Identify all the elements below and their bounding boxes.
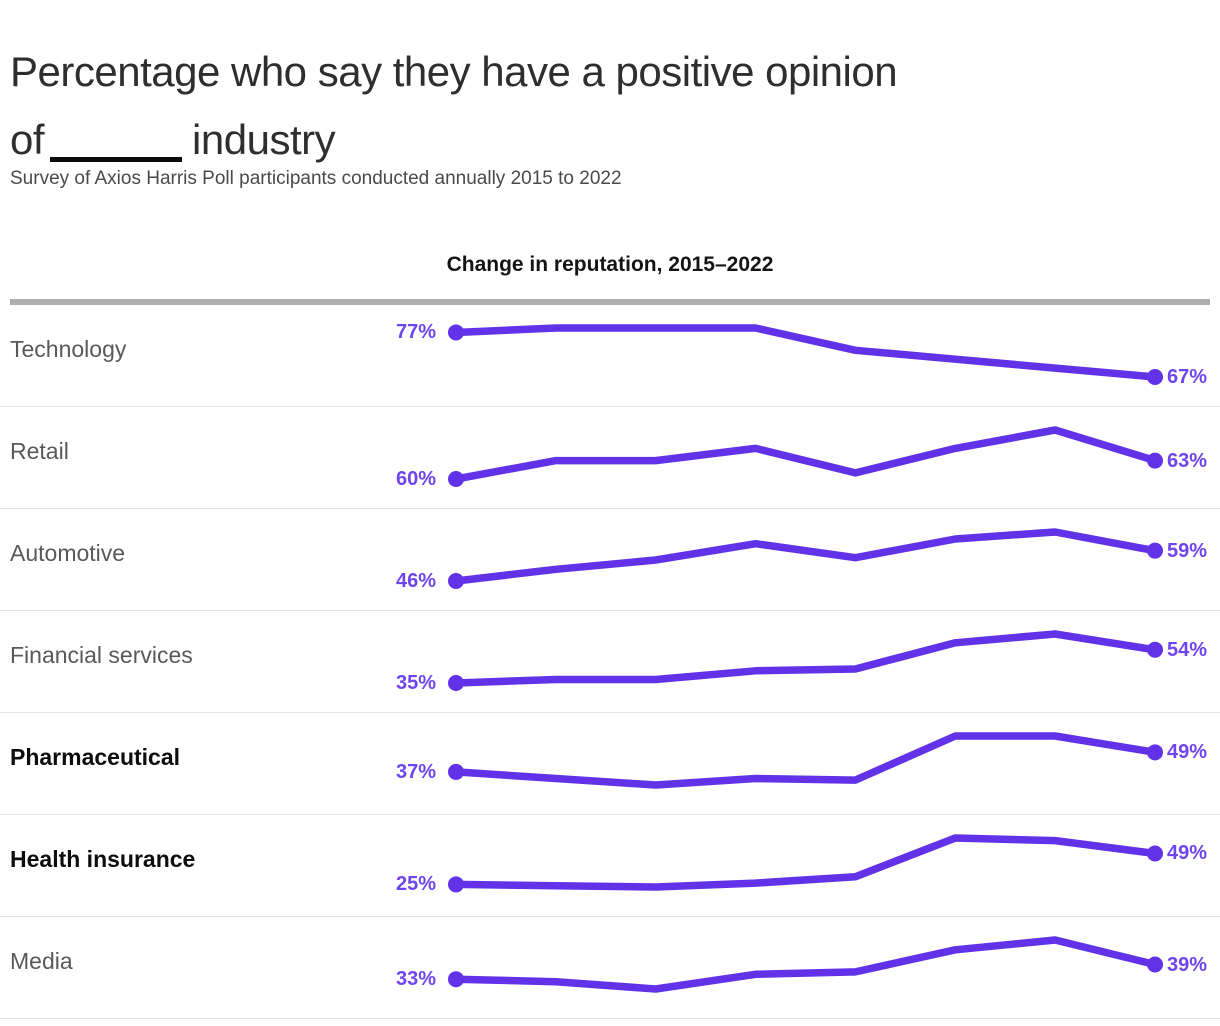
end-value-label: 59% bbox=[1167, 539, 1208, 562]
endpoint-dot bbox=[448, 675, 464, 691]
start-value-label: 37% bbox=[395, 760, 436, 783]
title-line1: Percentage who say they have a positive … bbox=[10, 48, 898, 96]
chart-subtitle: Survey of Axios Harris Poll participants… bbox=[10, 168, 622, 189]
trend-line bbox=[452, 528, 1159, 585]
sparkline bbox=[448, 426, 1163, 487]
industry-row: Pharmaceutical 37% 49% bbox=[0, 713, 1220, 815]
start-value-label: 33% bbox=[395, 968, 436, 991]
trend-line bbox=[452, 834, 1159, 891]
sparkline bbox=[448, 732, 1163, 789]
title-line2-prefix: of bbox=[10, 116, 45, 164]
industry-label: Health insurance bbox=[10, 846, 196, 872]
industry-label: Automotive bbox=[10, 540, 126, 566]
industry-row: Technology 77% 67% bbox=[0, 305, 1220, 407]
sparkline bbox=[448, 324, 1163, 385]
trend-line bbox=[452, 324, 1159, 381]
end-value-label: 54% bbox=[1167, 638, 1208, 661]
column-header: Change in reputation, 2015–2022 bbox=[446, 253, 774, 276]
title-line2-suffix: industry bbox=[192, 116, 336, 164]
trend-line bbox=[452, 732, 1159, 789]
endpoint-dot bbox=[448, 471, 464, 487]
industry-label: Media bbox=[10, 948, 73, 974]
end-value-label: 49% bbox=[1167, 741, 1208, 764]
endpoint-dot bbox=[448, 573, 464, 589]
endpoint-dot bbox=[1146, 956, 1163, 973]
industry-row: Retail 60% 63% bbox=[0, 407, 1220, 509]
trend-line bbox=[452, 426, 1159, 483]
industry-label: Pharmaceutical bbox=[10, 744, 181, 770]
page-title: Percentage who say they have a positive … bbox=[10, 38, 1210, 174]
endpoint-dot bbox=[448, 876, 464, 893]
trend-line bbox=[452, 936, 1159, 993]
sparkline bbox=[448, 936, 1163, 993]
endpoint-dot bbox=[1146, 452, 1163, 469]
start-value-label: 35% bbox=[395, 672, 436, 694]
start-value-label: 25% bbox=[395, 873, 436, 896]
endpoint-dot bbox=[1146, 542, 1163, 559]
endpoint-dot bbox=[1146, 744, 1163, 761]
endpoint-dot bbox=[1146, 369, 1163, 385]
industry-label: Retail bbox=[10, 438, 69, 464]
sparkline bbox=[448, 630, 1163, 691]
start-value-label: 77% bbox=[395, 321, 436, 344]
sparkline-rows: Technology 77% 67% Retail 60% 63% Automo… bbox=[0, 305, 1220, 1019]
endpoint-dot bbox=[448, 971, 464, 988]
industry-row: Automotive 46% 59% bbox=[0, 509, 1220, 611]
end-value-label: 49% bbox=[1167, 842, 1208, 865]
start-value-label: 46% bbox=[395, 570, 436, 592]
header-rule bbox=[10, 299, 1210, 305]
industry-row: Media 33% 39% bbox=[0, 917, 1220, 1019]
endpoint-dot bbox=[448, 324, 464, 341]
industry-label: Technology bbox=[10, 336, 127, 362]
industry-row: Financial services 35% 54% bbox=[0, 611, 1220, 713]
endpoint-dot bbox=[1146, 641, 1163, 658]
industry-row: Health insurance 25% 49% bbox=[0, 815, 1220, 917]
end-value-label: 63% bbox=[1167, 449, 1208, 472]
start-value-label: 60% bbox=[395, 468, 436, 490]
endpoint-dot bbox=[448, 763, 464, 780]
trend-line bbox=[452, 630, 1159, 687]
endpoint-dot bbox=[1146, 845, 1163, 862]
blank-underline bbox=[50, 117, 183, 163]
end-value-label: 67% bbox=[1167, 366, 1208, 388]
end-value-label: 39% bbox=[1167, 953, 1208, 976]
sparkline bbox=[448, 528, 1163, 589]
industry-label: Financial services bbox=[10, 642, 193, 668]
sparkline bbox=[448, 834, 1163, 893]
